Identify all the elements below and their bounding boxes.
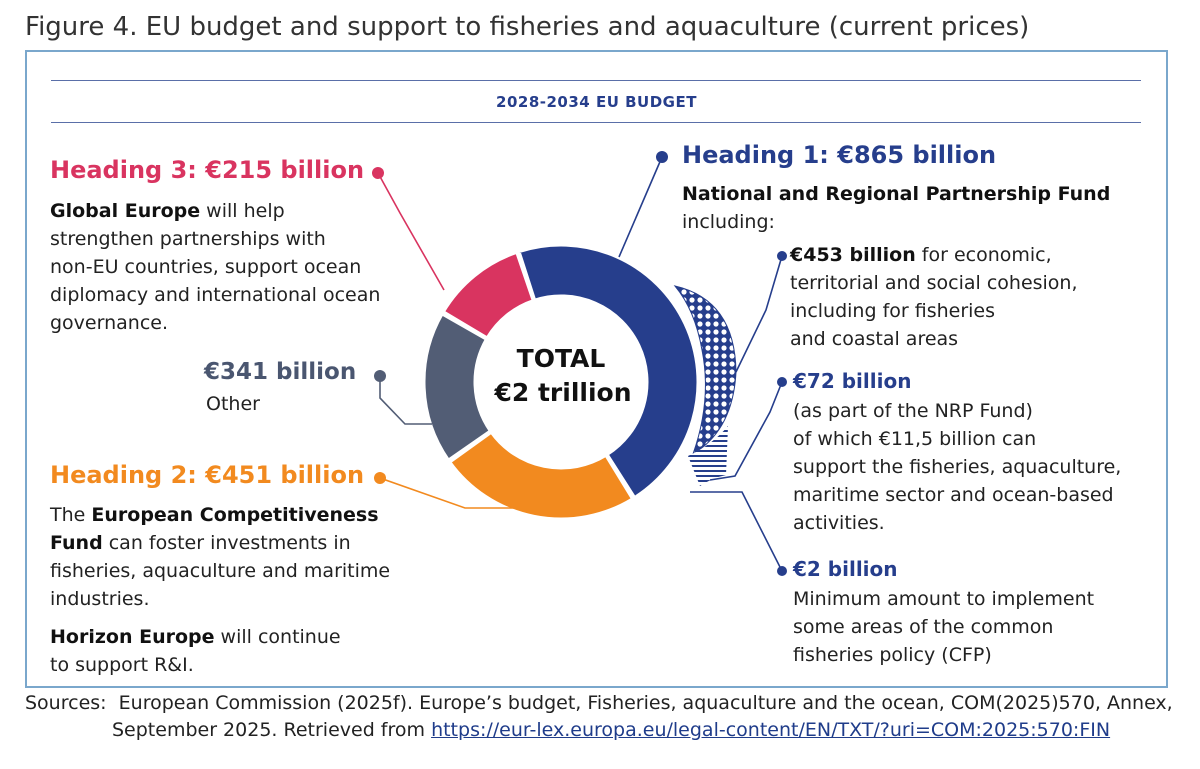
item-72-line: support the fisheries, aquaculture, [793, 456, 1122, 478]
sources: Sources: European Commission (2025f). Eu… [25, 690, 1173, 744]
dot-other [374, 370, 386, 382]
heading2-bold-a: European Competitiveness [91, 504, 379, 526]
dot-heading3 [372, 167, 384, 179]
heading2-pre: The [50, 504, 92, 526]
heading3-line: will help [200, 200, 285, 222]
heading3-line: governance. [50, 312, 168, 334]
sources-line2: September 2025. Retrieved from [112, 719, 432, 741]
item-2-amount: €2 billion [793, 557, 898, 581]
bottom-rule [51, 122, 1141, 123]
heading3-line: non-EU countries, support ocean [50, 256, 362, 278]
item-453-line: including for fisheries [790, 300, 996, 322]
item-453-amount: €453 billion [790, 244, 916, 266]
center-label-total: TOTAL [517, 344, 606, 373]
heading3-title: Heading 3: €215 billion [50, 156, 365, 184]
dot-2 [777, 566, 787, 576]
leader-line-heading1 [618, 156, 663, 258]
item-72-line: activities. [793, 512, 885, 534]
leader-line-heading2 [379, 477, 518, 509]
donut-slice-other [422, 311, 493, 463]
heading2-text: The European Competitiveness Fund can fo… [50, 501, 390, 679]
heading2-p2-line: will continue [214, 626, 341, 648]
item-72-line: of which €11,5 billion can [793, 428, 1037, 450]
infographic-panel: 2028-2034 EU BUDGET [25, 50, 1168, 688]
sources-link[interactable]: https://eur-lex.europa.eu/legal-content/… [431, 719, 1111, 741]
figure-title: Figure 4. EU budget and support to fishe… [25, 12, 1030, 42]
heading3-line: strengthen partnerships with [50, 228, 326, 250]
leader-line-72 [709, 381, 783, 481]
heading2-bold-b: Fund [50, 532, 103, 554]
donut-slice-heading-1 [517, 243, 700, 500]
center-label-amount: €2 trillion [493, 378, 631, 407]
leader-line-453 [735, 255, 783, 373]
item-72-line: maritime sector and ocean-based [793, 484, 1114, 506]
item-2-line: fisheries policy (CFP) [793, 644, 992, 666]
leader-line-2 [690, 491, 783, 572]
dot-heading2 [374, 472, 386, 484]
sources-line1: European Commission (2025f). Europe’s bu… [118, 692, 1173, 714]
striped-band-72 [688, 426, 728, 486]
top-rule [51, 80, 1141, 81]
heading3-bold: Global Europe [50, 200, 201, 222]
heading1-subtitle: National and Regional Partnership Fund [682, 183, 1111, 205]
sources-label: Sources: [25, 692, 107, 714]
heading2-title: Heading 2: €451 billion [50, 461, 365, 489]
other-label: Other [206, 393, 260, 415]
heading2-line: industries. [50, 588, 150, 610]
item-72-amount: €72 billion [793, 369, 912, 393]
heading3-line: diplomacy and international ocean [50, 284, 381, 306]
item-2-line: Minimum amount to implement [793, 588, 1095, 610]
donut-slice-heading-3 [441, 250, 536, 340]
heading1-including: including: [682, 211, 775, 233]
item-453-line: and coastal areas [790, 328, 959, 350]
heading2-p2-line: to support R&I. [50, 654, 194, 676]
dotted-band-453 [673, 285, 737, 456]
item-72-line: (as part of the NRP Fund) [793, 400, 1033, 422]
dot-heading1 [656, 151, 668, 163]
item-2: Minimum amount to implement some areas o… [793, 585, 1094, 669]
item-453-line: territorial and social cohesion, [790, 272, 1078, 294]
heading3-text: Global Europe will help strengthen partn… [50, 197, 380, 337]
item-72: (as part of the NRP Fund) of which €11,5… [793, 397, 1121, 537]
leader-line-heading3 [377, 172, 445, 291]
other-title: €341 billion [204, 359, 357, 385]
heading2-line: can foster investments in [102, 532, 351, 554]
dot-72 [777, 377, 787, 387]
item-453-line: for economic, [915, 244, 1052, 266]
donut-slice-heading-2 [447, 430, 635, 521]
heading2-p2-bold: Horizon Europe [50, 626, 215, 648]
budget-heading: 2028-2034 EU BUDGET [496, 93, 697, 111]
dot-453 [777, 251, 787, 261]
item-2-line: some areas of the common [793, 616, 1054, 638]
heading1-title: Heading 1: €865 billion [682, 141, 997, 169]
item-453: €453 billion for economic, territorial a… [790, 241, 1078, 353]
leader-line-other [379, 376, 432, 425]
heading2-line: fisheries, aquaculture and maritime [50, 560, 391, 582]
